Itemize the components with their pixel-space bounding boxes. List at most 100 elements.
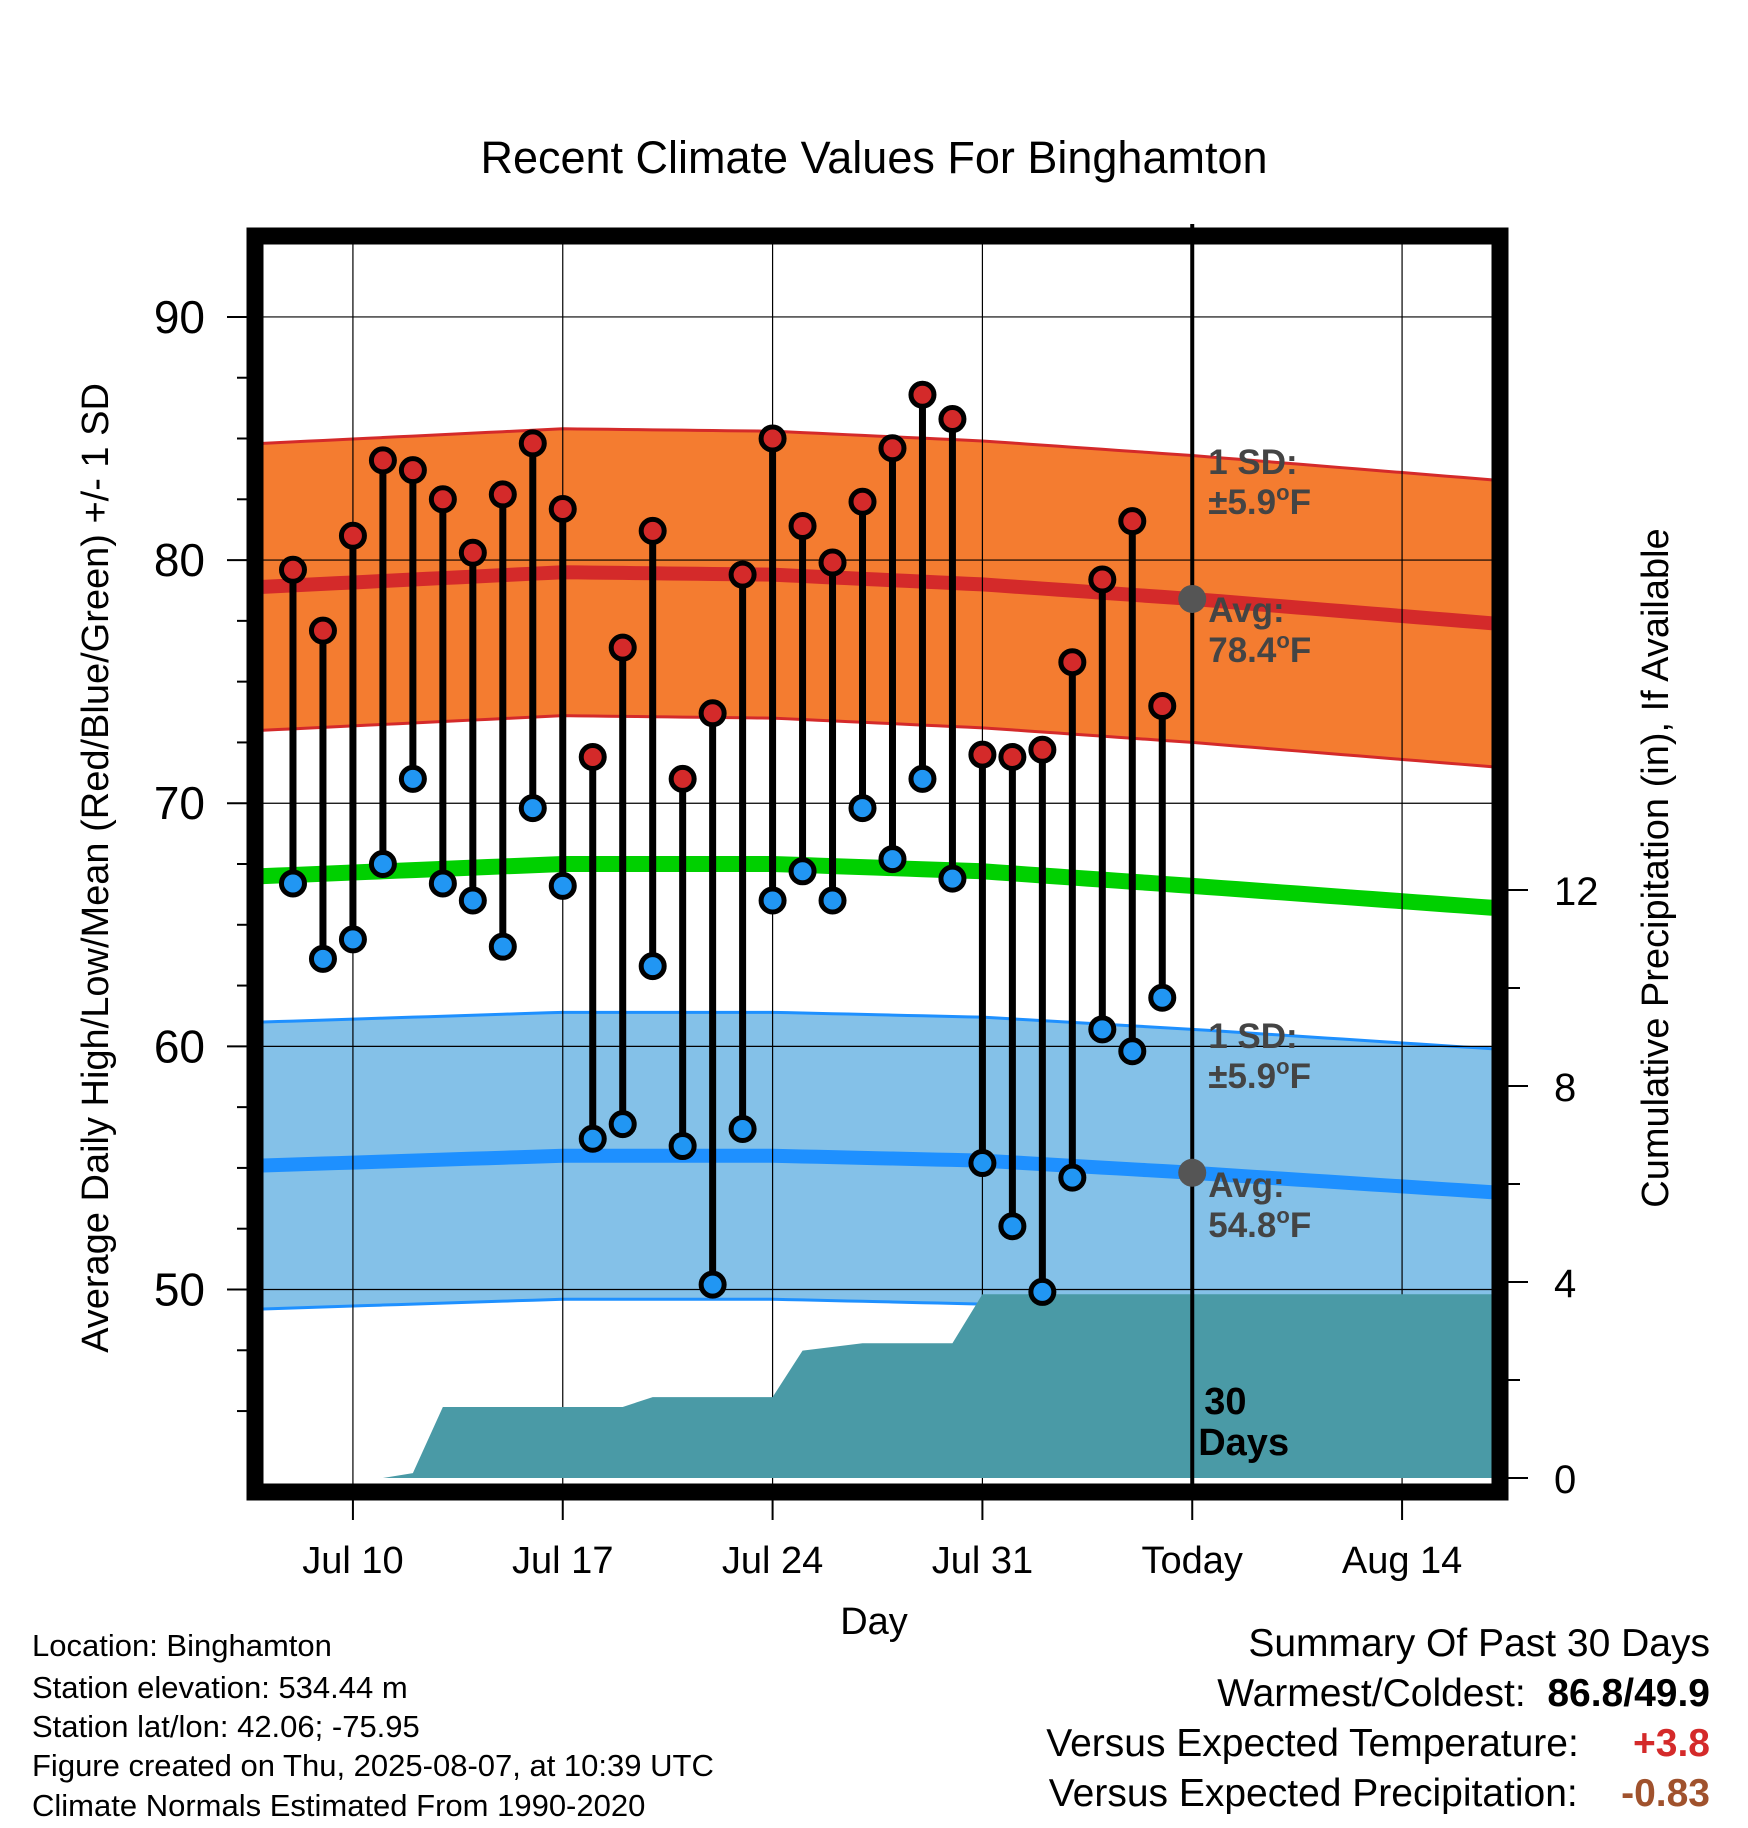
high-point <box>908 380 937 409</box>
y2-tick-label: 4 <box>1554 1262 1576 1306</box>
chart-title: Recent Climate Values For Binghamton <box>480 132 1267 183</box>
high-avg-label-value: 78.4 <box>1208 631 1277 670</box>
high-point <box>278 555 307 584</box>
high-point <box>698 699 727 728</box>
y-tick-label: 50 <box>154 1263 205 1315</box>
high-point <box>848 487 877 516</box>
low-avg-label: Avg: 54.8oF <box>1208 1166 1311 1245</box>
today-window-unit: Days <box>1198 1422 1289 1464</box>
temperature-series <box>278 380 1177 1306</box>
high-point <box>788 512 817 541</box>
high-normal-band-lower-edge <box>262 714 1493 769</box>
high-point <box>878 434 907 463</box>
low-point <box>308 944 337 973</box>
high-point <box>818 548 847 577</box>
today-window-label: 30 Days <box>1198 1381 1289 1464</box>
high-point <box>758 424 787 453</box>
low-point <box>458 886 487 915</box>
high-point <box>608 633 637 662</box>
precipitation-fill <box>263 1294 1492 1478</box>
summary-warmest: Warmest/Coldest: 86.8/49.9 <box>1217 1674 1710 1713</box>
mean-normal-line <box>262 856 1493 916</box>
summary-title: Summary Of Past 30 Days <box>1248 1622 1710 1665</box>
low-point <box>758 886 787 915</box>
low-point <box>1058 1163 1087 1192</box>
low-point <box>608 1110 637 1139</box>
high-avg-label-line1: Avg: <box>1208 591 1284 630</box>
low-avg-label-unit: F <box>1290 1206 1311 1245</box>
low-point <box>368 850 397 878</box>
high-point <box>428 485 457 514</box>
low-point <box>548 871 577 900</box>
low-sd-label-value: ±5.9 <box>1208 1057 1276 1096</box>
high-point <box>398 456 427 485</box>
high-avg-label: Avg: 78.4oF <box>1208 591 1311 670</box>
high-point <box>938 405 967 434</box>
low-sd-label-line1: 1 SD: <box>1208 1017 1297 1056</box>
low-point <box>488 932 517 961</box>
high-point <box>638 516 667 545</box>
warmest-slash: / <box>1623 1672 1635 1715</box>
y-tick-label: 70 <box>154 777 205 829</box>
high-point <box>728 560 757 589</box>
high-point <box>458 538 487 567</box>
low-sd-label: 1 SD: ±5.9oF <box>1208 1017 1311 1096</box>
y-tick-label: 90 <box>154 291 205 343</box>
high-sd-label: 1 SD: ±5.9oF <box>1208 443 1311 522</box>
low-point <box>338 925 367 954</box>
high-avg-label-unit: F <box>1290 631 1311 670</box>
low-point <box>1088 1015 1117 1044</box>
low-point <box>1118 1037 1147 1066</box>
today-window-number: 30 <box>1204 1381 1246 1423</box>
x-axis-label: Day <box>840 1601 908 1643</box>
low-point <box>938 864 967 893</box>
high-point <box>548 495 577 524</box>
x-tick-label: Jul 17 <box>512 1540 613 1582</box>
x-tick-label: Jul 31 <box>932 1540 1033 1582</box>
low-avg-label-value: 54.8 <box>1208 1206 1276 1245</box>
low-point <box>998 1212 1027 1241</box>
station-location: Location: Binghamton <box>32 1628 332 1663</box>
y2-tick-label: 12 <box>1554 870 1599 914</box>
low-point <box>278 869 307 898</box>
high-point <box>308 616 337 645</box>
precip-value: -0.83 <box>1621 1772 1710 1815</box>
high-point <box>518 429 547 458</box>
low-point <box>848 794 877 823</box>
plot-frame <box>246 227 1509 1501</box>
y-axis-label: Average Daily High/Low/Mean (Red/Blue/Gr… <box>75 383 117 1353</box>
low-point <box>638 952 667 981</box>
low-point <box>728 1115 757 1144</box>
high-point <box>668 764 697 793</box>
x-tick-label: Jul 10 <box>302 1540 403 1582</box>
high-sd-label-degree: o <box>1276 480 1289 505</box>
y2-axis-label: Cumulative Precipitation (in), If Availa… <box>1635 528 1677 1207</box>
low-normal-band-upper-edge <box>262 1010 1493 1051</box>
precipitation-area <box>263 1294 1492 1478</box>
high-point <box>368 446 397 475</box>
precip-label: Versus Expected Precipitation: <box>1048 1772 1578 1815</box>
x-tick-label: Jul 24 <box>722 1540 823 1582</box>
high-point <box>1058 648 1087 677</box>
low-point <box>788 857 817 886</box>
high-sd-label-value: ±5.9 <box>1208 483 1276 522</box>
low-point <box>968 1149 997 1178</box>
coldest-value: 49.9 <box>1634 1672 1710 1715</box>
x-tick-label: Today <box>1142 1540 1243 1582</box>
high-sd-label-line1: 1 SD: <box>1208 443 1297 482</box>
high-normal-band <box>263 428 1492 767</box>
low-normal-band <box>263 1012 1492 1336</box>
today-low-normal-marker <box>1178 1158 1207 1187</box>
low-point <box>698 1270 727 1299</box>
high-point <box>968 740 997 769</box>
low-avg-label-degree: o <box>1276 1203 1289 1228</box>
high-point <box>1028 735 1057 764</box>
temp-label: Versus Expected Temperature: <box>1046 1722 1579 1765</box>
high-point <box>998 743 1027 772</box>
high-sd-label-unit: F <box>1290 483 1311 522</box>
today-high-normal-marker <box>1178 584 1207 613</box>
low-point <box>668 1132 697 1161</box>
low-normal-line <box>262 1148 1493 1200</box>
